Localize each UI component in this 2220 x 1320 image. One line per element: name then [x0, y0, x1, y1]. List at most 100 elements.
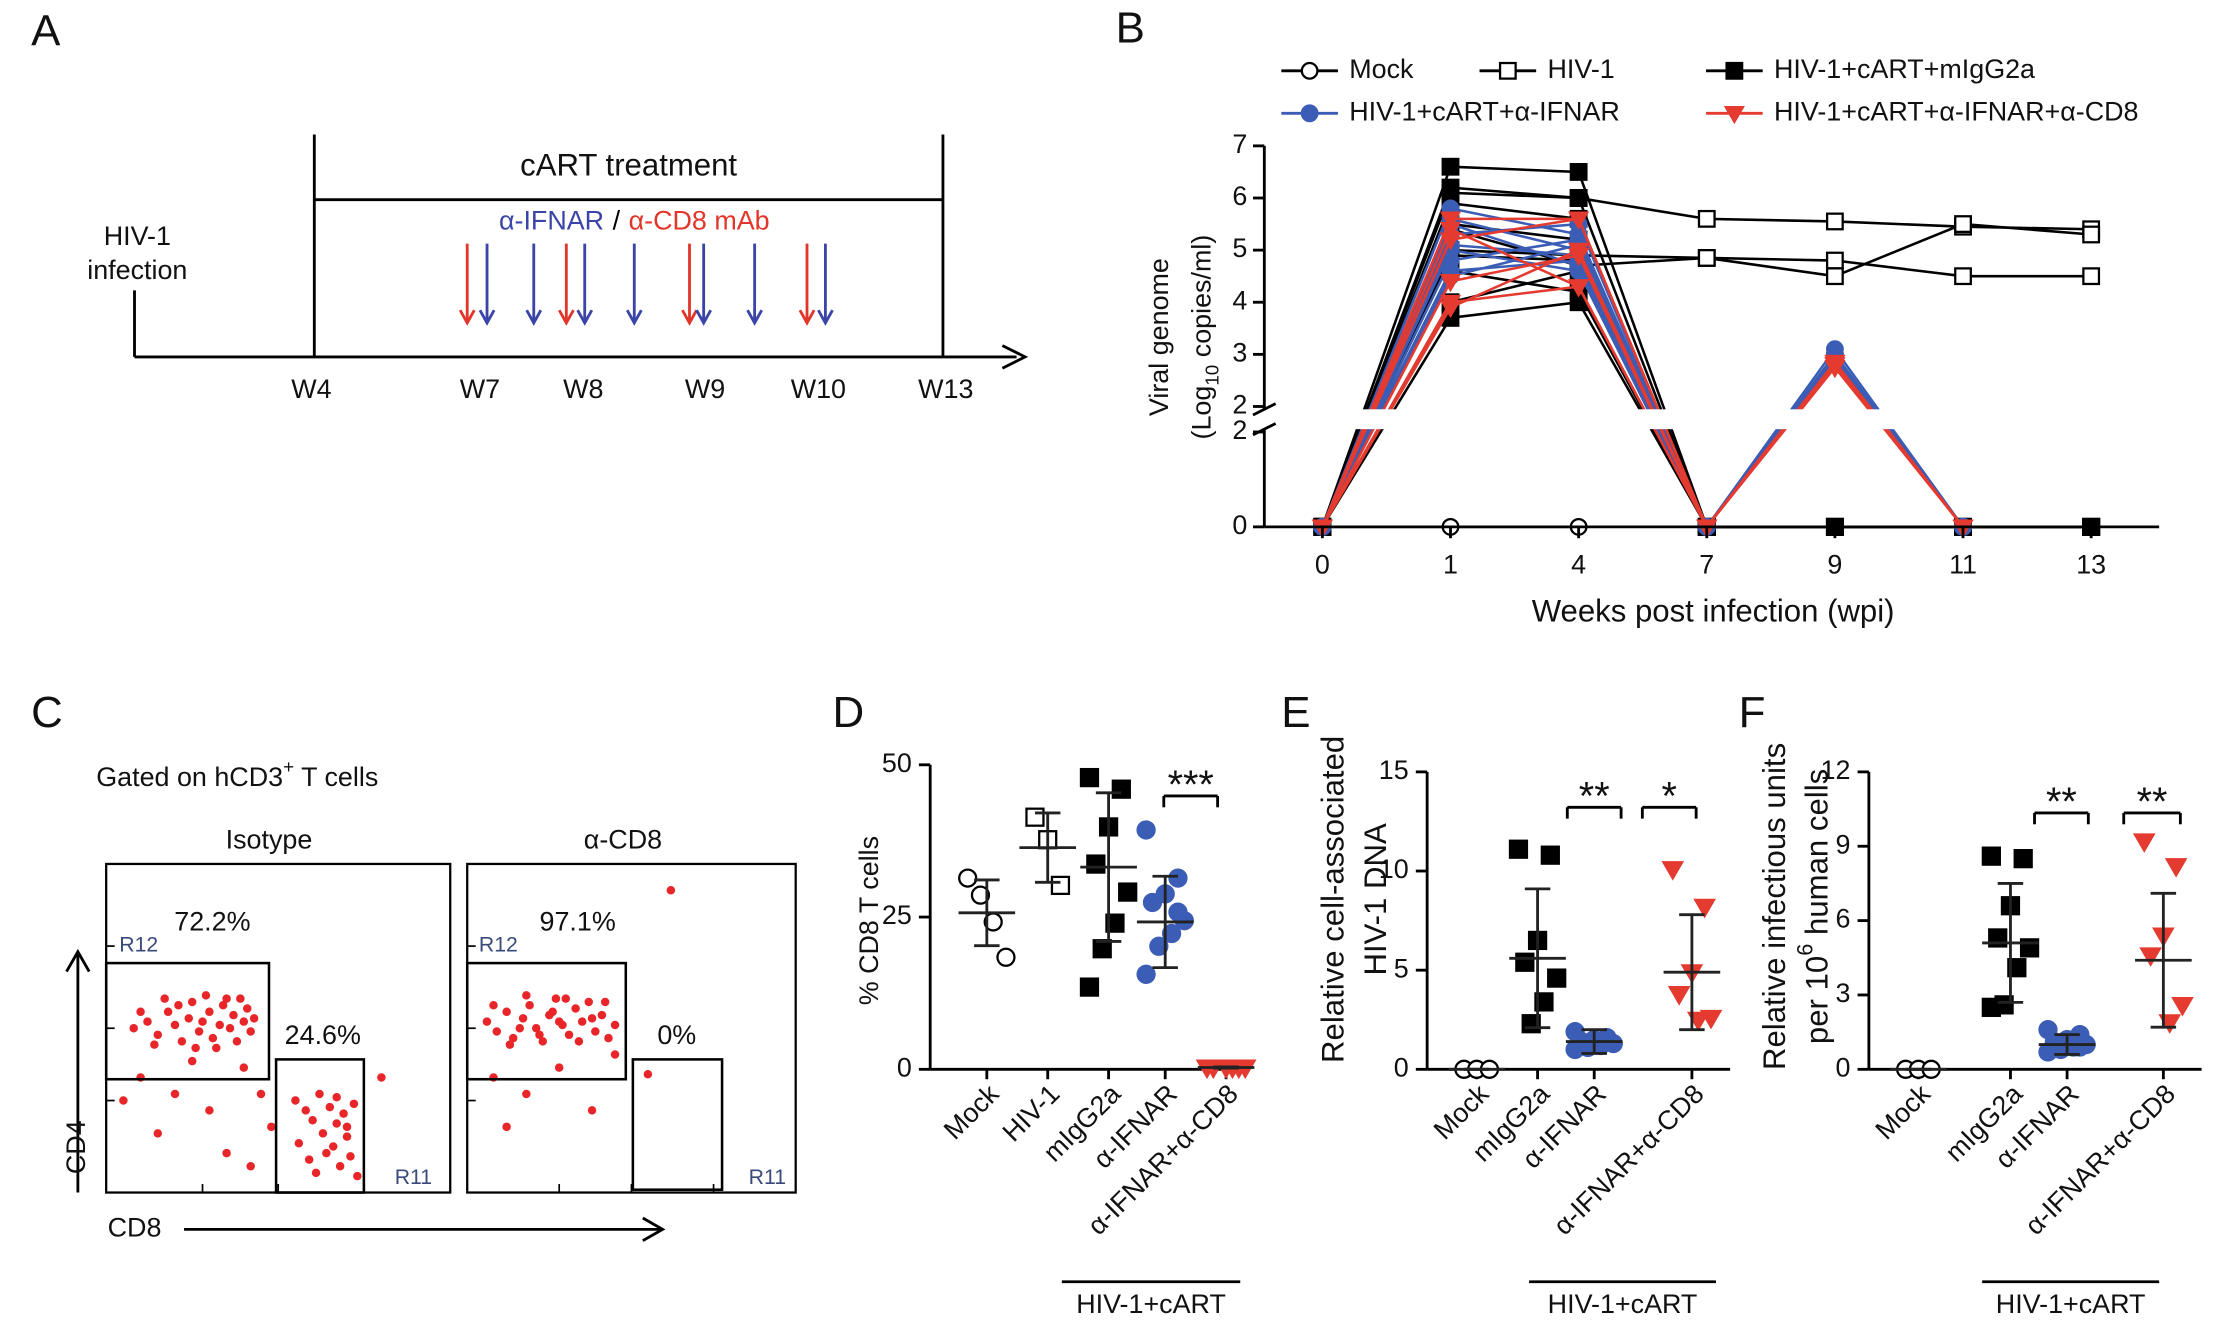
- event-dot: [256, 1089, 266, 1099]
- marker: [1569, 163, 1588, 181]
- event-dot: [610, 1020, 620, 1030]
- x-tick-label: 13: [2076, 550, 2106, 580]
- y-axis-title-part: 10: [1202, 365, 1223, 386]
- event-dot: [561, 994, 571, 1003]
- y-tick-label: 2: [1232, 390, 1247, 420]
- gate-percent: 24.6%: [285, 1020, 361, 1050]
- group-label: HIV-1+cART: [1076, 1289, 1226, 1319]
- event-dot: [551, 994, 561, 1003]
- y-tick-label: 5: [1394, 953, 1409, 983]
- event-dot: [564, 1030, 574, 1040]
- marker: [1725, 61, 1744, 80]
- panel-letter: D: [833, 688, 865, 737]
- event-dot: [187, 1056, 197, 1066]
- y-tick-label: 4: [1232, 285, 1247, 315]
- event-dot: [160, 994, 169, 1003]
- marker: [2082, 225, 2101, 244]
- marker: [2013, 849, 2033, 869]
- x-tick-label: 9: [1827, 550, 1842, 580]
- event-dot: [538, 1037, 548, 1046]
- panel-letter: B: [1116, 4, 1145, 53]
- event-dot: [349, 1099, 359, 1109]
- plot-title: α-CD8: [584, 824, 662, 854]
- marker: [1441, 157, 1460, 176]
- legend-label: HIV-1: [1547, 54, 1614, 84]
- event-dot: [482, 1017, 492, 1026]
- event-dot: [225, 1023, 235, 1033]
- y-axis-title-part: human cells: [1800, 769, 1835, 944]
- event-dot: [198, 1017, 207, 1026]
- event-dot: [150, 1040, 159, 1049]
- event-dot: [222, 994, 231, 1003]
- marker: [1825, 267, 1844, 286]
- marker: [1439, 211, 1462, 230]
- y-tick-label: 3: [1836, 978, 1851, 1008]
- week-label: W4: [291, 374, 331, 404]
- marker: [2164, 858, 2188, 878]
- event-dot: [610, 1050, 620, 1059]
- y-axis-title: CD4: [61, 1120, 91, 1174]
- event-dot: [136, 1007, 145, 1017]
- event-dot: [554, 1017, 564, 1026]
- marker: [1686, 1011, 1710, 1032]
- event-dot: [291, 1096, 300, 1105]
- marker: [1161, 923, 1182, 944]
- marker: [2158, 1014, 2182, 1034]
- event-dot: [153, 1030, 163, 1040]
- legend-label: Mock: [1349, 54, 1414, 84]
- event-dot: [246, 1027, 255, 1036]
- marker: [1025, 807, 1045, 827]
- marker: [1300, 104, 1319, 123]
- event-dot: [604, 1033, 613, 1043]
- y-tick-label: 2: [1232, 415, 1247, 445]
- marker: [1111, 779, 1131, 799]
- event-dot: [318, 1129, 328, 1138]
- marker: [1824, 354, 1846, 374]
- event-dot: [332, 1119, 341, 1128]
- event-dot: [239, 1017, 249, 1026]
- event-dot: [531, 1023, 541, 1033]
- arrow-head: [576, 309, 594, 326]
- marker: [1439, 221, 1462, 241]
- start-label: infection: [87, 255, 187, 285]
- event-dot: [515, 1023, 525, 1033]
- gate: [274, 1058, 366, 1194]
- y-axis-title: % CD8 T cells: [854, 836, 884, 1005]
- y-axis-title-part: 6: [1793, 944, 1818, 956]
- event-dot: [163, 1007, 173, 1017]
- gate-percent: 72.2%: [174, 907, 250, 937]
- y-tick-label: 25: [882, 900, 912, 930]
- event-dot: [339, 1109, 348, 1118]
- x-tick-label: 1: [1443, 550, 1458, 580]
- marker: [1105, 913, 1125, 933]
- marker: [1515, 952, 1535, 972]
- y-axis-title-part: (Log: [1187, 386, 1217, 440]
- week-label: W8: [563, 374, 603, 404]
- arrow-head: [695, 309, 712, 326]
- event-dot: [236, 994, 245, 1003]
- plot-title: Isotype: [226, 824, 313, 854]
- bracket-label: cART treatment: [520, 147, 737, 182]
- event-dot: [492, 1027, 502, 1036]
- marker: [1568, 279, 1590, 298]
- arrow-head: [798, 309, 816, 326]
- treatment-part: /: [613, 205, 621, 235]
- event-dot: [311, 1168, 321, 1178]
- y-axis-title: per 106 human cells: [1793, 769, 1835, 1044]
- marker: [1079, 767, 1100, 788]
- event-dot: [600, 997, 610, 1007]
- gate: [104, 961, 271, 1081]
- x-arrow-head: [642, 1216, 666, 1242]
- sig-label: **: [2137, 780, 2168, 824]
- event-dot: [174, 1000, 183, 1010]
- subtitle-part: Gated on hCD3: [96, 762, 283, 792]
- marker: [2171, 996, 2194, 1017]
- x-tick-label: 7: [1699, 550, 1714, 580]
- panel-letter: A: [31, 7, 61, 56]
- event-dot: [587, 1106, 597, 1115]
- marker: [1136, 964, 1156, 984]
- y-tick-label: 0: [1232, 510, 1247, 540]
- week-label: W13: [918, 374, 973, 404]
